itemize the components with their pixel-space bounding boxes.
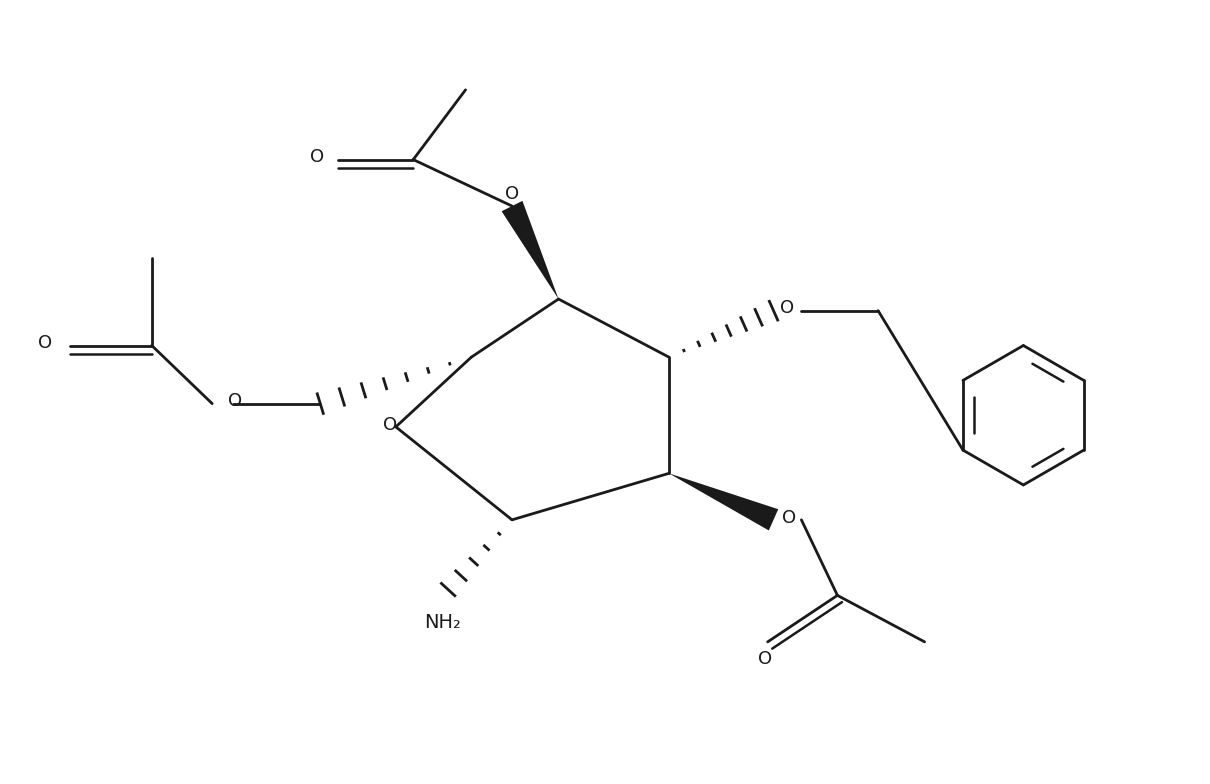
Text: O: O <box>505 186 519 203</box>
Polygon shape <box>669 474 778 531</box>
Text: O: O <box>780 299 795 318</box>
Text: O: O <box>229 392 242 410</box>
Text: O: O <box>759 650 772 668</box>
Text: O: O <box>782 509 796 527</box>
Text: O: O <box>382 416 397 434</box>
Text: O: O <box>310 148 324 166</box>
Polygon shape <box>502 201 559 299</box>
Text: NH₂: NH₂ <box>424 612 461 632</box>
Text: O: O <box>38 334 52 352</box>
